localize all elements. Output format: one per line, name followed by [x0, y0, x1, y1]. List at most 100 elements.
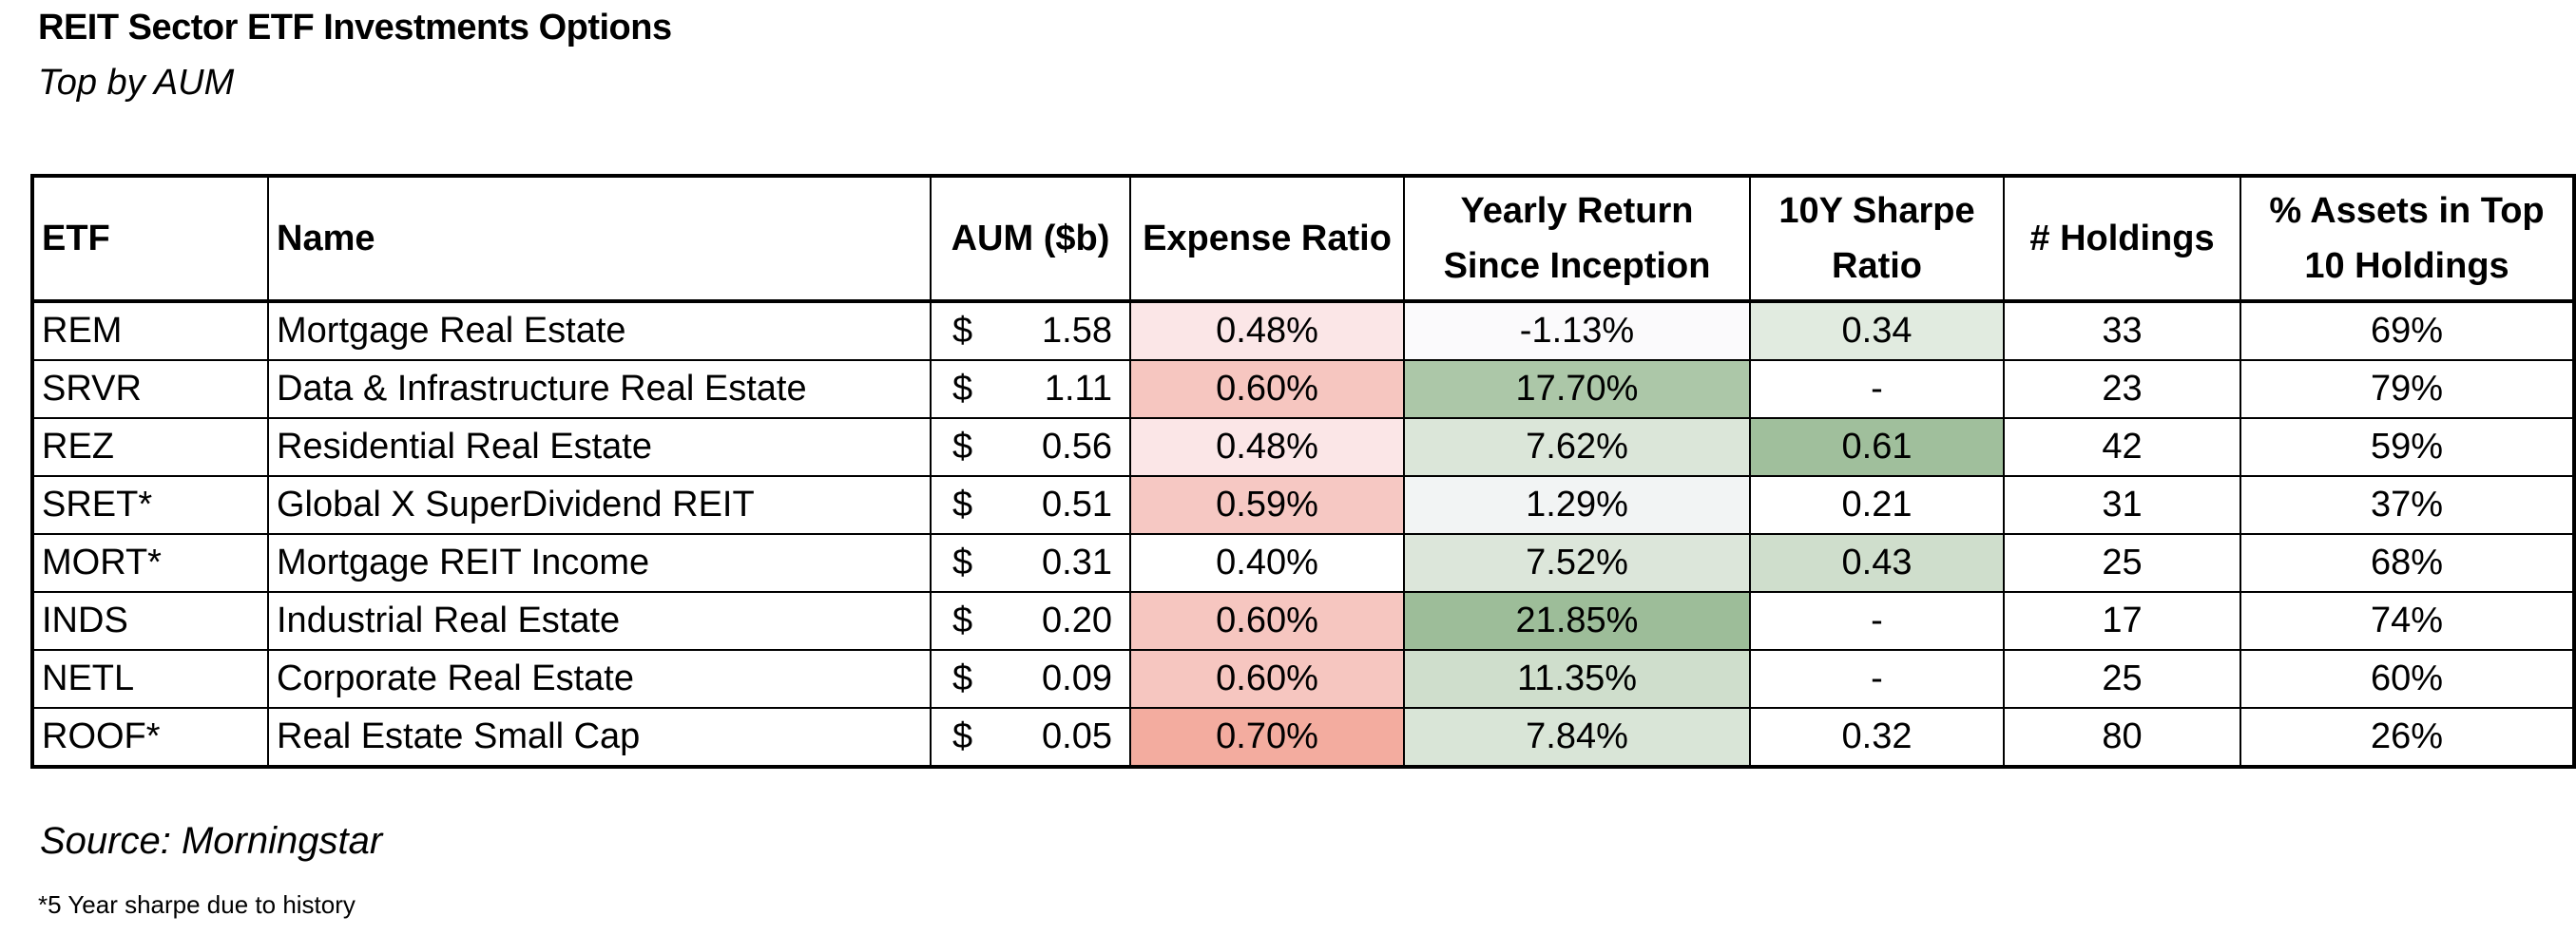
cell-sharpe-ratio: 0.34: [1749, 300, 2005, 361]
cell-holdings: 80: [2003, 707, 2241, 768]
table-row: SRET* Global X SuperDividend REIT $0.51 0.5…: [31, 475, 2575, 535]
cell-top10: 68%: [2240, 533, 2575, 593]
cell-aum: $1.58: [930, 300, 1131, 361]
cell-holdings: 33: [2003, 300, 2241, 361]
cell-yearly-return: 7.62%: [1403, 417, 1751, 477]
cell-sharpe-ratio: -: [1749, 359, 2005, 419]
cell-top10: 37%: [2240, 475, 2575, 535]
etf-table: ETF Name AUM ($b) Expense Ratio Yearly R…: [30, 174, 2576, 769]
aum-value: 0.05: [1042, 716, 1112, 756]
cell-top10: 26%: [2240, 707, 2575, 768]
cell-name: Corporate Real Estate: [267, 649, 932, 709]
table-subtitle: Top by AUM: [38, 63, 235, 103]
cell-yearly-return: 11.35%: [1403, 649, 1751, 709]
cell-expense-ratio: 0.70%: [1129, 707, 1405, 768]
cell-etf: REM: [31, 300, 269, 361]
aum-value: 0.20: [1042, 601, 1112, 640]
table-body: REM Mortgage Real Estate $1.58 0.48% -1.13% 0…: [31, 300, 2575, 768]
currency-symbol: $: [952, 658, 973, 698]
table-row: REM Mortgage Real Estate $1.58 0.48% -1.13% 0…: [31, 300, 2575, 361]
cell-yearly-return: 21.85%: [1403, 591, 1751, 651]
table-row: REZ Residential Real Estate $0.56 0.48% 7.62…: [31, 417, 2575, 477]
header-aum: AUM ($b): [930, 175, 1131, 302]
table-row: MORT* Mortgage REIT Income $0.31 0.40% 7.52%…: [31, 533, 2575, 593]
cell-name: Mortgage Real Estate: [267, 300, 932, 361]
cell-name: Global X SuperDividend REIT: [267, 475, 932, 535]
cell-top10: 79%: [2240, 359, 2575, 419]
table-title: REIT Sector ETF Investments Options: [38, 8, 672, 48]
cell-sharpe-ratio: 0.43: [1749, 533, 2005, 593]
aum-value: 0.51: [1042, 485, 1112, 525]
cell-expense-ratio: 0.60%: [1129, 359, 1405, 419]
cell-aum: $0.09: [930, 649, 1131, 709]
cell-aum: $0.20: [930, 591, 1131, 651]
source-note: Source: Morningstar: [40, 820, 383, 862]
currency-symbol: $: [952, 311, 973, 351]
currency-symbol: $: [952, 716, 973, 756]
cell-aum: $1.11: [930, 359, 1131, 419]
cell-sharpe-ratio: 0.21: [1749, 475, 2005, 535]
header-sharpe-ratio: 10Y Sharpe Ratio: [1749, 175, 2005, 302]
header-holdings: # Holdings: [2003, 175, 2241, 302]
cell-name: Mortgage REIT Income: [267, 533, 932, 593]
cell-aum: $0.31: [930, 533, 1131, 593]
aum-value: 1.58: [1042, 311, 1112, 351]
cell-top10: 74%: [2240, 591, 2575, 651]
cell-etf: REZ: [31, 417, 269, 477]
aum-value: 0.09: [1042, 658, 1112, 698]
header-name: Name: [267, 175, 932, 302]
cell-aum: $0.51: [930, 475, 1131, 535]
cell-holdings: 31: [2003, 475, 2241, 535]
cell-expense-ratio: 0.60%: [1129, 591, 1405, 651]
cell-holdings: 23: [2003, 359, 2241, 419]
table-row: NETL Corporate Real Estate $0.09 0.60% 11.35…: [31, 649, 2575, 709]
cell-etf: INDS: [31, 591, 269, 651]
cell-name: Residential Real Estate: [267, 417, 932, 477]
cell-sharpe-ratio: 0.61: [1749, 417, 2005, 477]
cell-expense-ratio: 0.60%: [1129, 649, 1405, 709]
table-row: INDS Industrial Real Estate $0.20 0.60% 21.8…: [31, 591, 2575, 651]
cell-name: Real Estate Small Cap: [267, 707, 932, 768]
cell-etf: SRVR: [31, 359, 269, 419]
table-row: SRVR Data & Infrastructure Real Estate $1.…: [31, 359, 2575, 419]
currency-symbol: $: [952, 601, 973, 640]
currency-symbol: $: [952, 427, 973, 467]
header-yearly-return: Yearly Return Since Inception: [1403, 175, 1751, 302]
cell-expense-ratio: 0.48%: [1129, 300, 1405, 361]
cell-holdings: 25: [2003, 649, 2241, 709]
cell-yearly-return: -1.13%: [1403, 300, 1751, 361]
cell-yearly-return: 1.29%: [1403, 475, 1751, 535]
currency-symbol: $: [952, 369, 973, 409]
cell-expense-ratio: 0.48%: [1129, 417, 1405, 477]
cell-etf: MORT*: [31, 533, 269, 593]
aum-value: 0.56: [1042, 427, 1112, 467]
header-etf: ETF: [31, 175, 269, 302]
cell-etf: ROOF*: [31, 707, 269, 768]
header-top10: % Assets in Top 10 Holdings: [2240, 175, 2575, 302]
cell-etf: SRET*: [31, 475, 269, 535]
cell-name: Industrial Real Estate: [267, 591, 932, 651]
cell-holdings: 17: [2003, 591, 2241, 651]
cell-top10: 59%: [2240, 417, 2575, 477]
cell-sharpe-ratio: -: [1749, 649, 2005, 709]
cell-aum: $0.56: [930, 417, 1131, 477]
footnote: *5 Year sharpe due to history: [38, 890, 356, 919]
header-row: ETF Name AUM ($b) Expense Ratio Yearly R…: [31, 175, 2575, 302]
cell-sharpe-ratio: -: [1749, 591, 2005, 651]
cell-holdings: 25: [2003, 533, 2241, 593]
cell-yearly-return: 7.52%: [1403, 533, 1751, 593]
aum-value: 0.31: [1042, 543, 1112, 582]
cell-top10: 60%: [2240, 649, 2575, 709]
cell-holdings: 42: [2003, 417, 2241, 477]
cell-top10: 69%: [2240, 300, 2575, 361]
cell-expense-ratio: 0.59%: [1129, 475, 1405, 535]
cell-expense-ratio: 0.40%: [1129, 533, 1405, 593]
table-row: ROOF* Real Estate Small Cap $0.05 0.70% 7.84…: [31, 707, 2575, 768]
header-expense-ratio: Expense Ratio: [1129, 175, 1405, 302]
cell-etf: NETL: [31, 649, 269, 709]
cell-yearly-return: 7.84%: [1403, 707, 1751, 768]
currency-symbol: $: [952, 485, 973, 525]
aum-value: 1.11: [1044, 369, 1112, 409]
cell-name: Data & Infrastructure Real Estate: [267, 359, 932, 419]
cell-yearly-return: 17.70%: [1403, 359, 1751, 419]
